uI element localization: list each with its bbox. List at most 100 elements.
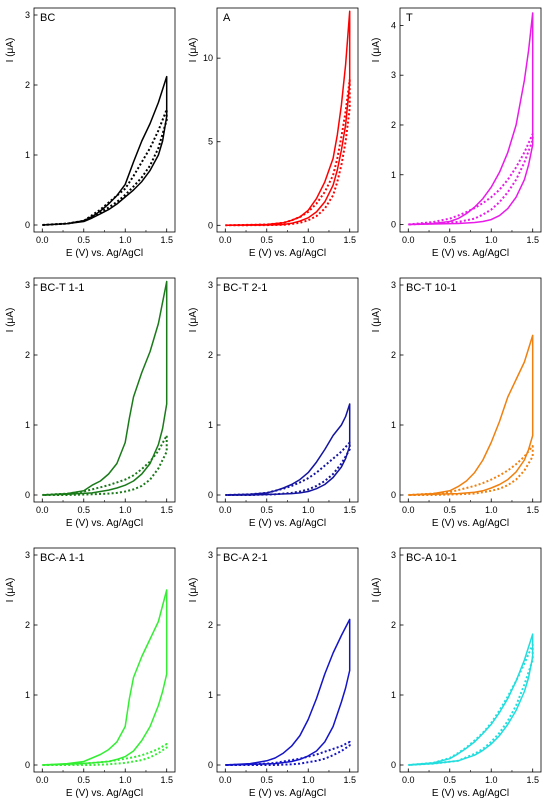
x-axis-label: E (V) vs. Ag/AgCl <box>249 788 326 799</box>
x-tick-label: 1.0 <box>485 505 498 515</box>
y-tick-label: 1 <box>208 690 213 700</box>
series-line-dotted <box>42 743 168 766</box>
x-tick-label: 1.0 <box>119 775 132 785</box>
y-tick-label: 3 <box>25 10 30 20</box>
y-axis-label: I (μA) <box>5 578 16 603</box>
y-tick-label: 2 <box>391 620 396 630</box>
series-line-dotted <box>42 108 168 226</box>
plot-frame <box>399 547 542 773</box>
series-line-solid <box>225 10 351 227</box>
series-line-solid <box>42 280 168 496</box>
chart-panel: T 0.0 0.5 1.0 1.5 0 1 2 3 4 E (V) vs. Ag/AgCl I (μA… <box>366 0 549 270</box>
chart-svg: BC-T 10-1 0.0 0.5 1.0 1.5 0 1 2 3 E (V) vs. Ag/Ag… <box>371 277 542 529</box>
y-tick-label: 10 <box>203 53 213 63</box>
y-axis-label: I (μA) <box>188 578 199 603</box>
series-line-dotted <box>225 441 351 496</box>
panel-title: BC-A 1-1 <box>40 552 85 564</box>
x-tick-label: 0.0 <box>36 775 49 785</box>
x-tick-label: 0.5 <box>444 505 457 515</box>
plot-frame <box>399 7 542 233</box>
y-tick-label: 1 <box>25 420 30 430</box>
panel-title: BC <box>40 12 55 24</box>
chart-svg: BC-T 1-1 0.0 0.5 1.0 1.5 0 1 2 3 E (V) vs. Ag/AgC… <box>5 277 176 529</box>
series-line-dotted <box>408 132 534 226</box>
x-axis-label: E (V) vs. Ag/AgCl <box>432 248 509 259</box>
y-tick-label: 3 <box>391 550 396 560</box>
panel-title: BC-T 2-1 <box>223 282 267 294</box>
x-tick-label: 1.0 <box>485 775 498 785</box>
x-tick-label: 1.5 <box>343 235 356 245</box>
y-tick-label: 0 <box>391 490 396 500</box>
chart-panel: BC-A 1-1 0.0 0.5 1.0 1.5 0 1 2 3 E (V) vs. Ag/AgC… <box>0 540 183 810</box>
y-axis-label: I (μA) <box>371 578 382 603</box>
chart-panel: A 0.0 0.5 1.0 1.5 0 5 10 E (V) vs. Ag/AgCl I (μA) <box>183 0 366 270</box>
chart-panel: BC-A 2-1 0.0 0.5 1.0 1.5 0 1 2 3 E (V) vs. Ag/AgC… <box>183 540 366 810</box>
series-line-solid <box>42 75 168 226</box>
y-tick-label: 1 <box>391 170 396 180</box>
x-tick-label: 0.0 <box>402 235 415 245</box>
panel-title: BC-A 2-1 <box>223 552 268 564</box>
panel-title: BC-T 10-1 <box>406 282 457 294</box>
x-axis-label: E (V) vs. Ag/AgCl <box>432 518 509 529</box>
y-tick-label: 1 <box>25 690 30 700</box>
y-tick-label: 0 <box>25 760 30 770</box>
x-tick-label: 0.0 <box>402 775 415 785</box>
y-tick-label: 3 <box>391 280 396 290</box>
y-axis-label: I (μA) <box>371 38 382 63</box>
chart-svg: BC-T 2-1 0.0 0.5 1.0 1.5 0 1 2 3 E (V) vs. Ag/AgC… <box>188 277 359 529</box>
plot-frame <box>33 547 176 773</box>
x-axis-label: E (V) vs. Ag/AgCl <box>249 248 326 259</box>
x-tick-label: 1.5 <box>160 505 173 515</box>
plot-frame <box>216 547 359 773</box>
y-tick-label: 0 <box>391 760 396 770</box>
plot-frame <box>399 277 542 503</box>
y-tick-label: 1 <box>391 690 396 700</box>
y-tick-label: 3 <box>208 280 213 290</box>
y-tick-label: 1 <box>208 420 213 430</box>
series-line-solid <box>225 403 351 496</box>
x-tick-label: 1.5 <box>160 775 173 785</box>
y-tick-label: 0 <box>208 490 213 500</box>
plot-frame <box>216 277 359 503</box>
x-tick-label: 1.5 <box>343 775 356 785</box>
series-line-solid <box>408 12 534 226</box>
chart-svg: BC-A 10-1 0.0 0.5 1.0 1.5 0 1 2 3 E (V) vs. Ag/Ag… <box>371 547 542 799</box>
y-tick-label: 4 <box>391 20 396 30</box>
series-line-dotted <box>225 78 351 227</box>
y-tick-label: 0 <box>208 220 213 230</box>
series-line-solid <box>42 589 168 766</box>
x-tick-label: 1.5 <box>526 235 539 245</box>
x-tick-label: 1.0 <box>302 235 315 245</box>
y-tick-label: 1 <box>391 420 396 430</box>
chart-svg: BC-A 2-1 0.0 0.5 1.0 1.5 0 1 2 3 E (V) vs. Ag/AgC… <box>188 547 359 799</box>
x-tick-label: 1.5 <box>343 505 356 515</box>
x-tick-label: 0.5 <box>78 775 91 785</box>
series-line-solid <box>408 633 534 766</box>
x-tick-label: 0.5 <box>78 235 91 245</box>
panel-title: BC-A 10-1 <box>406 552 457 564</box>
chart-svg: BC-A 1-1 0.0 0.5 1.0 1.5 0 1 2 3 E (V) vs. Ag/AgC… <box>5 547 176 799</box>
y-tick-label: 1 <box>25 150 30 160</box>
x-tick-label: 0.5 <box>261 505 274 515</box>
y-axis-label: I (μA) <box>188 308 199 333</box>
chart-panel: BC 0.0 0.5 1.0 1.5 0 1 2 3 E (V) vs. Ag/AgCl I (μA… <box>0 0 183 270</box>
y-axis-label: I (μA) <box>5 38 16 63</box>
x-axis-label: E (V) vs. Ag/AgCl <box>432 788 509 799</box>
x-tick-label: 1.0 <box>302 775 315 785</box>
x-tick-label: 0.0 <box>402 505 415 515</box>
y-tick-label: 3 <box>25 550 30 560</box>
x-tick-label: 0.0 <box>219 235 232 245</box>
y-tick-label: 2 <box>25 620 30 630</box>
y-tick-label: 2 <box>208 350 213 360</box>
y-tick-label: 2 <box>25 350 30 360</box>
x-tick-label: 1.0 <box>485 235 498 245</box>
chart-svg: BC 0.0 0.5 1.0 1.5 0 1 2 3 E (V) vs. Ag/AgCl I (μA… <box>5 7 176 259</box>
x-axis-label: E (V) vs. Ag/AgCl <box>66 248 143 259</box>
panel-title: BC-T 1-1 <box>40 282 84 294</box>
y-tick-label: 3 <box>25 280 30 290</box>
x-tick-label: 0.5 <box>444 235 457 245</box>
chart-svg: A 0.0 0.5 1.0 1.5 0 5 10 E (V) vs. Ag/AgCl I (μA) <box>188 7 359 259</box>
x-tick-label: 0.0 <box>219 775 232 785</box>
y-tick-label: 0 <box>391 220 396 230</box>
